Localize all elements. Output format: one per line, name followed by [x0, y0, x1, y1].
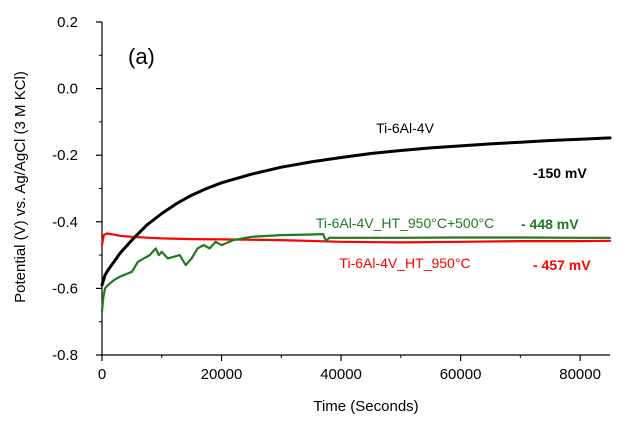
x-tick-label: 0 — [98, 366, 106, 383]
y-tick-label: -0.6 — [52, 280, 78, 297]
y-tick-label: 0.2 — [57, 14, 78, 31]
series-label-ti6al4v: Ti-6Al-4V — [376, 120, 434, 136]
series-label-ht-950-500: Ti-6Al-4V_HT_950°C+500°C — [316, 215, 494, 231]
x-tick-label: 80000 — [559, 366, 601, 383]
axis-ticks: 0 20000 40000 60000 80000 0.2 0.0 -0.2 -0.4 -0.6 -… — [52, 14, 601, 383]
x-tick-label: 40000 — [320, 366, 362, 383]
end-value-ht-950-500: - 448 mV — [521, 216, 579, 232]
end-value-ti6al4v: -150 mV — [533, 165, 587, 181]
y-tick-label: -0.4 — [52, 214, 78, 231]
x-tick-label: 60000 — [440, 366, 482, 383]
series-line-ht-950 — [100, 232, 612, 247]
y-axis-title: Potential (V) vs. Ag/AgCl (3 M KCl) — [12, 71, 29, 303]
series-line-ti6al4v — [100, 136, 612, 287]
panel-label: (a) — [128, 44, 155, 69]
y-tick-label: 0.0 — [57, 81, 78, 98]
y-tick-label: -0.8 — [52, 347, 78, 364]
end-value-ht-950: - 457 mV — [533, 257, 591, 273]
series-line-ht-950-500 — [100, 233, 612, 313]
y-tick-label: -0.2 — [52, 147, 78, 164]
x-axis-title: Time (Seconds) — [313, 398, 418, 415]
x-tick-label: 20000 — [201, 366, 243, 383]
series-layer — [100, 136, 612, 313]
series-label-ht-950: Ti-6Al-4V_HT_950°C — [339, 255, 470, 271]
